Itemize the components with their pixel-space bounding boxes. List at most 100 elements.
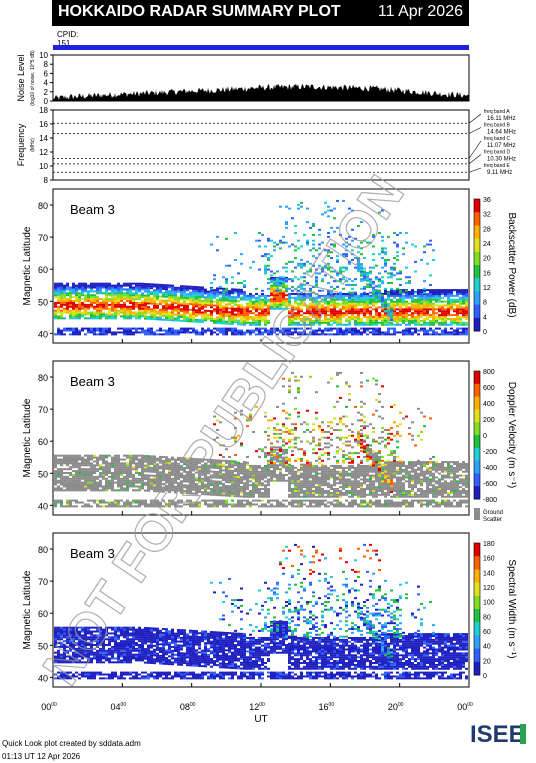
velocity-colorbar-seg: [474, 486, 480, 500]
width-colorbar-seg: [474, 635, 480, 650]
velocity-colorbar-tick: -200: [483, 449, 497, 456]
freq-band-pointer: [468, 167, 482, 173]
velocity-colorbar-seg: [474, 447, 480, 462]
power-colorbar-tick: 4: [483, 314, 487, 321]
width-colorbar-seg: [474, 582, 480, 597]
power-colorbar-label: Backscatter Power (dB): [506, 212, 517, 317]
freq-band-name: freq band D: [484, 150, 511, 156]
power-colorbar-frame: [473, 198, 481, 332]
width-colorbar-seg: [474, 648, 480, 663]
freq-ytick-label: 16: [39, 120, 48, 129]
power-colorbar-tick: 0: [483, 329, 487, 336]
width-colorbar-seg: [474, 595, 480, 610]
velocity-colorbar-tick: -600: [483, 481, 497, 488]
velocity-colorbar-tick: 200: [483, 417, 495, 424]
freq-frame: [52, 109, 470, 181]
ground-scatter-swatch: [474, 508, 480, 520]
power-colorbar-tick: 20: [483, 256, 491, 263]
freq-band-pointer: [468, 154, 482, 165]
plot-header: HOKKAIDO RADAR SUMMARY PLOT 11 Apr 2026: [52, 0, 469, 26]
power-ylabel: Magnetic Latitude: [22, 226, 33, 305]
freq-band-pointer: [468, 140, 482, 159]
velocity-ytick-label: 70: [38, 405, 48, 415]
noise-ytick-label: 4: [44, 79, 49, 88]
width-ytick-label: 80: [38, 545, 48, 555]
velocity-colorbar-tick: -800: [483, 497, 497, 504]
width-colorbar-tick: 180: [483, 541, 495, 548]
width-colorbar-seg: [474, 609, 480, 623]
power-beam-label: Beam 3: [70, 202, 115, 217]
freq-band-name: freq band E: [484, 163, 511, 169]
ground-scatter-label: Ground: [483, 510, 503, 516]
power-colorbar-tick: 8: [483, 300, 487, 307]
velocity-ytick-label: 60: [38, 437, 48, 447]
width-colorbar-tick: 120: [483, 585, 495, 592]
power-colorbar-seg: [474, 278, 480, 292]
noise-ytick-label: 8: [44, 60, 49, 69]
velocity-colorbar-label: Doppler Velocity (m s⁻¹): [506, 382, 517, 488]
freq-ytick-label: 12: [39, 148, 48, 157]
cpid-value: 151: [57, 39, 71, 48]
width-colorbar-tick: 60: [483, 629, 491, 636]
plot-title: HOKKAIDO RADAR SUMMARY PLOT: [58, 3, 341, 20]
width-colorbar-tick: 20: [483, 658, 491, 665]
power-colorbar-tick: 32: [483, 212, 491, 219]
freq-band-name: freq band C: [484, 136, 511, 142]
plot-date: 11 Apr 2026: [377, 3, 463, 20]
freq-band-value: 10.30 MHz: [487, 157, 516, 163]
width-colorbar-tick: 40: [483, 644, 491, 651]
freq-band-pointer: [468, 113, 482, 124]
x-tick-label: 2000: [388, 702, 404, 712]
footer-timestamp: 01:13 UT 12 Apr 2026: [2, 752, 81, 761]
power-ytick-label: 70: [38, 233, 48, 243]
velocity-colorbar-seg: [474, 473, 480, 487]
noise-ytick-label: 10: [39, 51, 48, 60]
velocity-data: [54, 371, 468, 508]
width-colorbar-seg: [474, 622, 480, 636]
velocity-colorbar-tick: 800: [483, 369, 495, 376]
x-tick-label: 0000: [457, 702, 473, 712]
power-colorbar-seg: [474, 265, 480, 279]
width-colorbar-tick: 160: [483, 556, 495, 563]
velocity-colorbar-frame: [473, 370, 481, 500]
velocity-colorbar-tick: 400: [483, 401, 495, 408]
velocity-colorbar-tick: 0: [483, 433, 487, 440]
velocity-colorbar-seg: [474, 409, 480, 423]
freq-band-value: 14.64 MHz: [487, 130, 516, 136]
ground-scatter-label: Scatter: [483, 517, 502, 523]
noise-ytick-label: 6: [44, 69, 49, 78]
width-ytick-label: 50: [38, 641, 48, 651]
width-ytick-label: 70: [38, 577, 48, 587]
width-beam-label: Beam 3: [70, 546, 115, 561]
width-colorbar-label: Spectral Width (m s⁻¹): [506, 559, 517, 658]
width-colorbar-tick: 0: [483, 673, 487, 680]
velocity-colorbar-seg: [474, 460, 480, 474]
noise-ytick-label: 0: [44, 97, 49, 106]
freq-band-name: freq band B: [484, 123, 511, 129]
width-ytick-label: 40: [38, 673, 48, 683]
footer-created-by: Quick Look plot created by sddata.adm: [2, 739, 141, 748]
width-data: [54, 543, 468, 680]
x-tick-label: 0400: [111, 702, 127, 712]
width-colorbar-seg: [474, 556, 480, 570]
velocity-ytick-label: 40: [38, 501, 48, 511]
power-colorbar-seg: [474, 199, 480, 213]
power-colorbar-tick: 28: [483, 226, 491, 233]
velocity-colorbar-tick: 600: [483, 385, 495, 392]
velocity-colorbar-seg: [474, 422, 480, 436]
freq-ytick-label: 8: [44, 176, 49, 185]
width-colorbar-seg: [474, 569, 480, 584]
velocity-ytick-label: 50: [38, 469, 48, 479]
x-axis-label: UT: [254, 714, 267, 725]
power-colorbar-seg: [474, 225, 480, 240]
power-colorbar-tick: 24: [483, 241, 491, 248]
freq-band-pointer: [468, 127, 482, 134]
width-colorbar-tick: 80: [483, 614, 491, 621]
x-tick-label: 0000: [41, 702, 57, 712]
velocity-colorbar-seg: [474, 396, 480, 410]
power-colorbar-tick: 12: [483, 285, 491, 292]
width-ytick-label: 60: [38, 609, 48, 619]
noise-ylabel-sub: (log10 of noise, 10^5 dB): [30, 50, 36, 106]
power-ytick-label: 40: [38, 329, 48, 339]
velocity-beam-label: Beam 3: [70, 374, 115, 389]
